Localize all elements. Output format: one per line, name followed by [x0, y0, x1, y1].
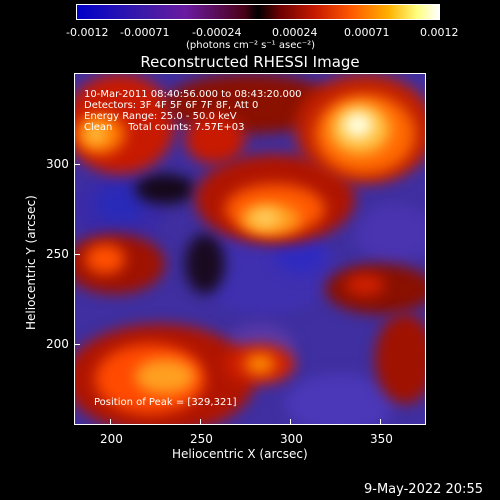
colorbar-tick-1: -0.0012	[66, 26, 109, 39]
image-region	[185, 234, 225, 294]
image-region	[185, 114, 245, 164]
peak-region	[343, 112, 373, 138]
peak-position-label: Position of Peak = [329,321]	[94, 397, 237, 408]
y-tick-label: 200	[46, 337, 69, 351]
x-tick-label: 350	[370, 432, 393, 446]
colorbar-tick-2: -0.00071	[120, 26, 170, 39]
x-tick-mark	[200, 419, 201, 425]
detectors-label: Detectors: 3F 4F 5F 6F 7F 8F, Att 0	[84, 100, 259, 111]
x-tick-label: 250	[190, 432, 213, 446]
method-counts-label: Clean Total counts: 7.57E+03	[84, 122, 245, 133]
colorbar-units: (photons cm⁻² s⁻¹ asec⁻²)	[186, 40, 316, 51]
image-region	[135, 174, 195, 204]
colorbar-tick-3: -0.00024	[192, 26, 242, 39]
image-region	[345, 274, 385, 296]
colorbar-tick-6: 0.0012	[420, 26, 459, 39]
image-region	[85, 124, 107, 144]
y-tick-mark	[74, 164, 80, 165]
x-axis-label: Heliocentric X (arcsec)	[172, 447, 308, 461]
image-region	[355, 204, 425, 264]
colorbar-tick-5: 0.00071	[344, 26, 390, 39]
generation-date: 9-May-2022 20:55	[364, 482, 483, 497]
rhessi-image: 10-Mar-2011 08:40:56.000 to 08:43:20.000…	[74, 73, 426, 425]
image-title: Reconstructed RHESSI Image	[140, 53, 360, 71]
y-axis-label: Heliocentric Y (arcsec)	[24, 195, 38, 330]
time-range-label: 10-Mar-2011 08:40:56.000 to 08:43:20.000	[84, 89, 302, 100]
x-tick-mark	[290, 419, 291, 425]
x-tick-mark	[110, 419, 111, 425]
image-region	[285, 374, 395, 424]
y-tick-mark	[74, 344, 80, 345]
x-tick-label: 200	[100, 432, 123, 446]
x-tick-label: 300	[280, 432, 303, 446]
x-tick-mark	[380, 419, 381, 425]
image-region	[250, 209, 280, 227]
image-region	[375, 314, 425, 404]
y-tick-mark	[74, 254, 80, 255]
colorbar	[76, 4, 440, 20]
y-tick-label: 300	[46, 157, 69, 171]
energy-range-label: Energy Range: 25.0 - 50.0 keV	[84, 111, 237, 122]
image-region	[135, 359, 195, 394]
image-region	[85, 244, 125, 274]
y-tick-label: 250	[46, 247, 69, 261]
image-region	[245, 354, 275, 374]
colorbar-tick-4: 0.00024	[272, 26, 318, 39]
